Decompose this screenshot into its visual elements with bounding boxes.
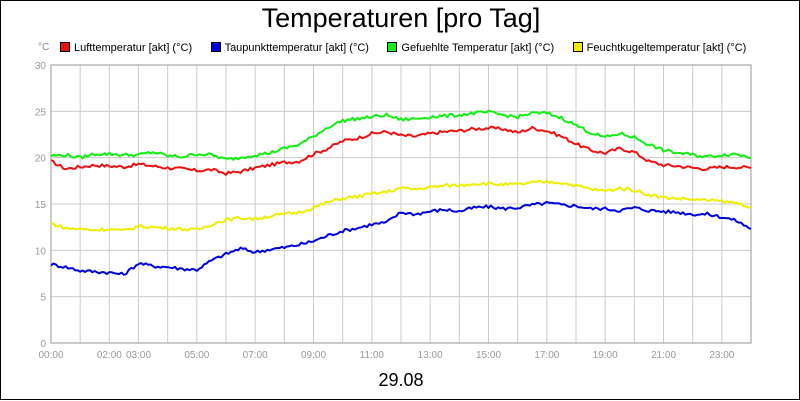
- legend-swatch: [60, 41, 70, 52]
- x-tick-label: 17:00: [534, 350, 559, 361]
- x-tick-label: 07:00: [243, 350, 268, 361]
- x-tick-label: 21:00: [651, 350, 676, 361]
- series-line: [50, 179, 752, 232]
- x-tick-label: 13:00: [418, 350, 443, 361]
- legend-label: Gefuehlte Temperatur [akt] (°C): [401, 41, 555, 54]
- x-axis-label: 29.08: [378, 370, 424, 390]
- chart-title: Temperaturen [pro Tag]: [261, 3, 541, 33]
- legend-label: Lufttemperatur [akt] (°C): [74, 41, 193, 54]
- chart-legend: Lufttemperatur [akt] (°C) Taupunkttemper…: [60, 39, 760, 54]
- plot-border: [50, 64, 752, 344]
- x-tick-label: 23:00: [709, 350, 734, 361]
- y-tick-label: 20: [35, 154, 47, 165]
- legend-label: Feuchtkugeltemperatur [akt] (°C): [586, 41, 747, 54]
- x-tick-label: 03:00: [126, 350, 151, 361]
- x-tick-label: 02:00: [97, 350, 122, 361]
- legend-swatch: [572, 41, 583, 52]
- x-tick-label: 09:00: [301, 350, 326, 361]
- legend-item-feuchtkugeltemperatur: Feuchtkugeltemperatur [akt] (°C): [572, 41, 747, 54]
- x-tick-label: 19:00: [593, 350, 618, 361]
- series-line: [50, 200, 752, 276]
- legend-label: Taupunkttemperatur [akt] (°C): [224, 41, 369, 54]
- x-tick-label: 15:00: [476, 350, 501, 361]
- y-tick-label: 25: [35, 107, 47, 118]
- series-line: [50, 109, 752, 161]
- legend-item-gefuehlte-temperatur: Gefuehlte Temperatur [akt] (°C): [387, 41, 555, 54]
- legend-item-taupunkttemperatur: Taupunkttemperatur [akt] (°C): [210, 41, 369, 54]
- legend-swatch: [210, 41, 221, 52]
- y-tick-label: 30: [35, 61, 47, 72]
- legend-swatch: [387, 41, 398, 52]
- legend-item-lufttemperatur: Lufttemperatur [akt] (°C): [60, 41, 193, 54]
- y-unit-label: °C: [38, 42, 50, 53]
- x-tick-label: 11:00: [360, 350, 385, 361]
- series-line: [50, 125, 752, 176]
- x-tick-label: 05:00: [184, 350, 209, 361]
- y-tick-label: 15: [35, 200, 47, 211]
- x-tick-label: 00:00: [38, 350, 63, 361]
- y-tick-label: 0: [40, 339, 46, 350]
- y-tick-label: 5: [40, 293, 46, 304]
- y-tick-label: 10: [35, 246, 47, 257]
